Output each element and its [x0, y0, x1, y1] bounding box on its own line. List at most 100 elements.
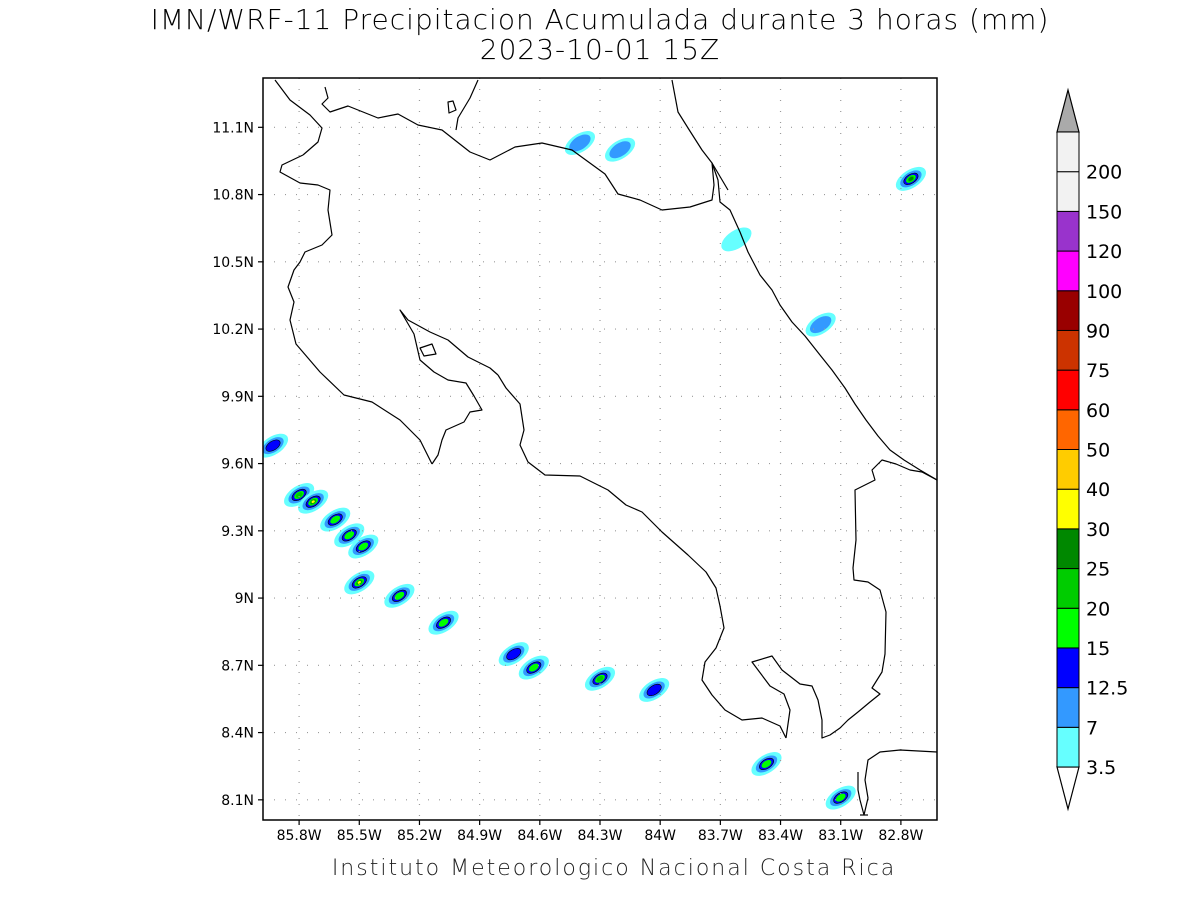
precip-contour-level-3	[528, 663, 539, 672]
lat-tick-label: 10.5N	[212, 255, 254, 271]
precip-contour-level-2	[506, 648, 522, 661]
colorbar-swatch	[1056, 329, 1080, 371]
credit-footer: Instituto Meteorologico Nacional Costa R…	[331, 856, 897, 881]
colorbar-label: 150	[1086, 201, 1122, 223]
precip-contour-level-0	[721, 227, 752, 252]
colorbar-label: 40	[1086, 479, 1110, 501]
lon-tick-label: 84.9W	[457, 828, 502, 844]
lon-tick-label: 83.4W	[758, 828, 803, 844]
precip-contour-level-3	[761, 759, 772, 768]
colorbar-swatch	[1056, 647, 1080, 689]
central-pacific-coast	[497, 374, 787, 739]
colorbar-label: 90	[1086, 320, 1110, 342]
precip-contour-level-4	[295, 492, 303, 498]
lat-tick-label: 9.3N	[221, 524, 254, 540]
nicaragua-border	[321, 86, 729, 211]
lat-tick-label: 11.1N	[212, 120, 254, 136]
lon-tick-label: 82.8W	[878, 828, 923, 844]
colorbar-label: 200	[1086, 162, 1122, 184]
guanacaste-coast	[279, 154, 433, 465]
colorbar-swatch	[1056, 131, 1080, 173]
colorbar-label: 30	[1086, 519, 1110, 541]
precip-contour-level-2	[265, 439, 281, 452]
colorbar-label: 100	[1086, 281, 1122, 303]
colorbar-under-arrow	[1056, 766, 1080, 812]
colorbar-swatch	[1056, 409, 1080, 450]
lat-tick-label: 8.4N	[221, 726, 254, 742]
colorbar-swatch	[1056, 171, 1080, 212]
precip-contour-level-6	[311, 500, 315, 504]
colorbar-swatch	[1056, 607, 1080, 649]
map-frame	[262, 77, 938, 821]
colorbar-swatch	[1056, 726, 1080, 768]
colorbar-swatch	[1056, 488, 1080, 530]
colorbar-label: 15	[1086, 638, 1110, 660]
lat-tick-label: 9.9N	[221, 389, 254, 405]
precip-contour-level-6	[357, 580, 361, 584]
colorbar-swatch	[1056, 687, 1080, 728]
colorbar-swatch	[1056, 250, 1080, 292]
lat-tick-label: 9.6N	[221, 457, 254, 473]
colorbar-label: 60	[1086, 400, 1110, 422]
colorbar-swatch	[1056, 369, 1080, 411]
lat-tick-label: 9N	[235, 591, 254, 607]
lat-tick-label: 8.1N	[221, 793, 254, 809]
panama-border	[857, 749, 937, 816]
colorbar-swatch	[1056, 449, 1080, 490]
colorbar-swatch	[1056, 210, 1080, 252]
colorbar-swatch	[1056, 528, 1080, 570]
lake-island	[447, 100, 457, 114]
nicaragua-pacific-coast	[274, 79, 323, 156]
lon-tick-label: 84W	[644, 828, 676, 844]
colorbar-label: 120	[1086, 241, 1122, 263]
gulf-of-nicoya	[399, 309, 499, 465]
colorbar-label: 7	[1086, 717, 1098, 739]
precip-contour-level-1	[569, 134, 591, 152]
precip-contour-level-3	[358, 542, 369, 551]
precip-contour-level-3	[330, 515, 341, 524]
nicaragua-caribbean-coast	[455, 79, 479, 131]
precipitation-field	[263, 131, 926, 810]
lon-tick-label: 85.8W	[277, 828, 322, 844]
precip-contour-level-3	[835, 793, 846, 802]
lon-tick-label: 85.5W	[337, 828, 382, 844]
precip-contour-level-1	[609, 141, 631, 159]
precip-contour-level-4	[596, 675, 604, 682]
lon-tick-label: 85.2W	[397, 828, 442, 844]
map-subtitle-datetime: 2023-10-01 15Z	[479, 33, 721, 66]
longitude-axis: 85.8W 85.5W 85.2W 84.9W 84.6W 84.3W 84W 83.7W 83…	[277, 820, 924, 844]
golfo-dulce	[751, 459, 937, 739]
precip-contour-level-3	[344, 531, 355, 540]
colorbar-label: 12.5	[1086, 678, 1128, 700]
colorbar-label: 75	[1086, 360, 1110, 382]
lon-tick-label: 83.1W	[818, 828, 863, 844]
colorbar-label: 3.5	[1086, 757, 1116, 779]
caribbean-coast-north	[671, 79, 713, 164]
map-title: IMN/WRF-11 Precipitacion Acumulada duran…	[150, 3, 1050, 36]
colorbar-swatch	[1056, 568, 1080, 609]
precip-contour-level-2	[646, 683, 662, 697]
nicoya-islet	[419, 343, 437, 357]
lon-tick-label: 84.6W	[517, 828, 562, 844]
lon-tick-label: 84.3W	[577, 828, 622, 844]
lat-lon-grid	[263, 78, 937, 820]
caribbean-coast	[711, 162, 937, 481]
lat-tick-label: 8.7N	[221, 658, 254, 674]
lat-tick-label: 10.8N	[212, 188, 254, 204]
colorbar-legend: 3.5 7 12.5 15 20 25 30 40 50 60 75 90 100 120 150 200	[1056, 87, 1128, 812]
colorbar-label: 25	[1086, 559, 1110, 581]
colorbar-label: 20	[1086, 598, 1110, 620]
latitude-axis: 8.1N 8.4N 8.7N 9N 9.3N 9.6N 9.9N 10.2N 10.5N 10.8…	[212, 120, 263, 809]
lat-tick-label: 10.2N	[212, 322, 254, 338]
precip-contour-level-3	[438, 618, 449, 627]
coastlines-and-borders	[274, 79, 937, 816]
colorbar-label: 50	[1086, 440, 1110, 462]
colorbar-over-arrow	[1056, 87, 1080, 133]
precip-contour-level-1	[809, 316, 832, 334]
colorbar-swatch	[1056, 290, 1080, 331]
precip-contour-level-5	[908, 176, 914, 181]
precip-contour-level-3	[394, 591, 405, 600]
map-area	[263, 78, 937, 820]
lon-tick-label: 83.7W	[698, 828, 743, 844]
